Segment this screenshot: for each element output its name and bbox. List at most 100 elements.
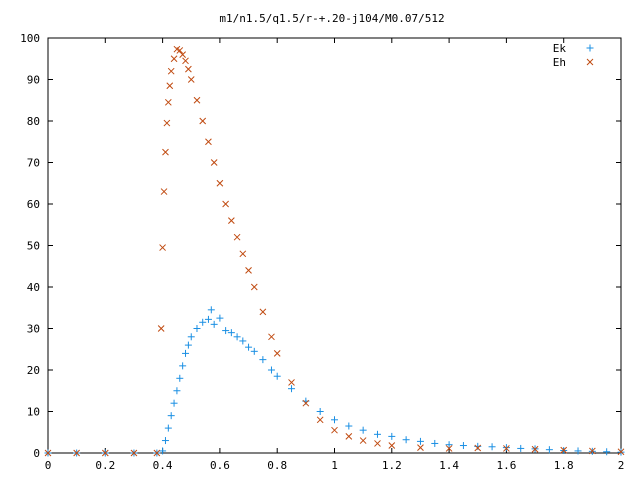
x-tick-label: 0.8 (267, 459, 287, 472)
point-ek (216, 314, 224, 322)
y-tick-label: 50 (27, 240, 40, 253)
point-eh (166, 82, 174, 90)
point-eh (288, 379, 295, 386)
legend-label-eh: Eh (553, 56, 566, 69)
point-ek (459, 442, 467, 450)
point-ek (502, 444, 510, 452)
point-eh (417, 444, 424, 451)
point-ek (184, 341, 192, 349)
point-eh (445, 445, 453, 452)
point-eh (359, 437, 367, 444)
point-ek (259, 356, 267, 364)
point-ek (167, 412, 175, 420)
point-eh (185, 65, 192, 73)
point-eh (153, 449, 161, 457)
point-eh (179, 51, 187, 58)
point-ek (207, 306, 215, 314)
point-ek (222, 327, 230, 335)
point-ek (267, 366, 275, 374)
point-eh (176, 47, 184, 54)
y-tick-label: 70 (27, 157, 40, 170)
point-eh (159, 244, 166, 251)
point-eh (160, 188, 168, 195)
point-eh (503, 445, 510, 452)
data-marks (44, 45, 625, 457)
point-ek (239, 337, 247, 345)
x-tick-label: 1.6 (496, 459, 516, 472)
x-tick-label: 2 (618, 459, 625, 472)
x-tick-label: 1 (331, 459, 338, 472)
point-ek (402, 436, 410, 444)
point-eh (163, 119, 171, 127)
point-eh (182, 57, 189, 65)
x-tick-label: 0 (45, 459, 52, 472)
point-ek (210, 320, 218, 328)
point-ek (164, 424, 172, 432)
point-ek (159, 447, 167, 455)
point-ek (170, 399, 178, 407)
point-eh (73, 449, 81, 457)
point-ek (545, 446, 553, 454)
point-ek (193, 325, 201, 332)
y-tick-label: 90 (27, 74, 40, 87)
point-ek (574, 447, 582, 455)
legend: Ek Eh (553, 42, 594, 69)
point-eh (474, 444, 482, 452)
point-ek (250, 347, 258, 355)
y-tick-label: 30 (27, 323, 40, 336)
point-eh (216, 179, 224, 187)
y-tick-label: 0 (33, 447, 40, 460)
x-tick-label: 1.4 (439, 459, 459, 472)
point-eh (531, 445, 539, 453)
point-ek (179, 362, 187, 370)
point-eh (617, 448, 625, 456)
point-eh (228, 217, 235, 224)
point-ek (359, 426, 367, 434)
point-ek (233, 333, 241, 341)
point-ek (517, 444, 525, 452)
point-eh (560, 446, 568, 454)
point-ek (474, 442, 482, 450)
point-eh (239, 250, 247, 258)
y-tick-label: 10 (27, 406, 40, 419)
legend-marker-ek (586, 44, 594, 52)
point-ek (288, 385, 296, 393)
point-ek (176, 374, 184, 382)
point-ek (182, 349, 190, 357)
point-ek (416, 437, 424, 445)
point-eh (345, 433, 353, 440)
point-ek (488, 443, 496, 451)
point-ek (445, 441, 453, 449)
point-eh (130, 449, 138, 457)
y-tick-label: 40 (27, 281, 40, 294)
point-eh (170, 55, 178, 63)
point-eh (199, 117, 207, 125)
point-ek (345, 422, 353, 430)
y-tick-label: 80 (27, 115, 40, 128)
point-eh (157, 325, 165, 332)
y-tick-label: 100 (20, 32, 40, 45)
point-eh (316, 416, 324, 424)
point-eh (233, 233, 241, 241)
y-tick-label: 60 (27, 198, 40, 211)
point-eh (44, 449, 52, 457)
point-eh (331, 426, 338, 434)
point-ek (331, 416, 338, 424)
series-ek (44, 306, 625, 457)
point-ek (373, 430, 381, 438)
point-ek (388, 432, 396, 440)
chart-title: m1/n1.5/q1.5/r-+.20-j104/M0.07/512 (219, 12, 444, 25)
point-ek (227, 329, 235, 337)
point-eh (162, 148, 169, 156)
point-eh (101, 449, 109, 457)
point-eh (245, 267, 252, 274)
point-ek (273, 372, 281, 380)
point-eh (588, 447, 596, 455)
point-eh (259, 308, 267, 316)
plot-frame (47, 37, 622, 454)
point-eh (210, 159, 218, 166)
point-eh (374, 440, 381, 447)
point-eh (302, 399, 310, 407)
point-ek (161, 437, 169, 445)
